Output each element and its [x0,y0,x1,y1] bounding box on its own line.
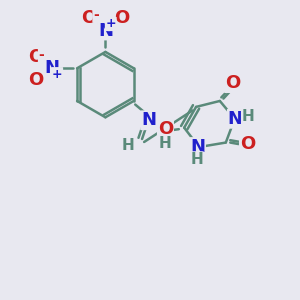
Text: O: O [158,120,173,138]
Text: O: O [114,9,129,27]
Text: H: H [242,109,254,124]
Text: O: O [81,9,97,27]
Text: +: + [52,68,62,81]
Text: N: N [228,110,243,128]
Text: O: O [225,74,240,92]
Text: O: O [28,48,43,66]
Text: N: N [98,22,113,40]
Text: H: H [159,136,172,151]
Text: +: + [106,17,116,31]
Text: H: H [190,152,203,167]
Text: N: N [190,138,205,156]
Text: N: N [44,59,59,77]
Text: O: O [240,135,255,153]
Text: H: H [122,138,134,153]
Text: O: O [28,70,43,88]
Text: -: - [93,8,99,22]
Text: N: N [141,111,156,129]
Text: -: - [39,48,44,62]
